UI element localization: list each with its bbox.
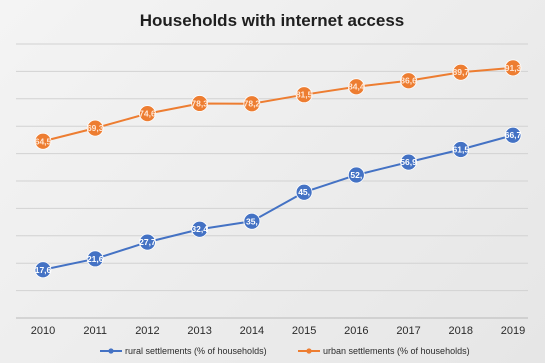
data-label: 21,6 bbox=[87, 254, 104, 264]
data-point[interactable] bbox=[243, 95, 261, 113]
data-label: 74,6 bbox=[139, 109, 156, 119]
data-point[interactable] bbox=[504, 126, 522, 144]
legend-marker bbox=[306, 348, 312, 354]
data-label: 78,2 bbox=[244, 99, 261, 109]
data-point[interactable] bbox=[347, 78, 365, 96]
data-label: 84,4 bbox=[348, 82, 365, 92]
x-tick-label-2015: 2015 bbox=[292, 325, 316, 337]
data-label: 89,7 bbox=[453, 67, 470, 77]
x-tick-label-2013: 2013 bbox=[187, 325, 211, 337]
x-tick-label-2016: 2016 bbox=[344, 325, 368, 337]
data-point[interactable] bbox=[86, 119, 104, 137]
series-group: 17,621,627,732,435,45,52,56,961,566,764,… bbox=[34, 59, 522, 279]
data-label: 56,9 bbox=[400, 157, 417, 167]
data-label: 81,5 bbox=[296, 90, 313, 100]
x-tick-label-2011: 2011 bbox=[83, 325, 107, 337]
x-tick-label-2018: 2018 bbox=[449, 325, 473, 337]
x-axis: 2010 2011 2012 2013 2014 2015 2016 2017 2018 2019 bbox=[31, 325, 525, 337]
data-point[interactable] bbox=[139, 233, 156, 251]
data-label: 52, bbox=[350, 170, 362, 180]
data-label: 66,7 bbox=[505, 130, 522, 140]
data-point[interactable] bbox=[86, 250, 104, 268]
x-tick-label-2010: 2010 bbox=[31, 325, 55, 337]
series-urban: 64,5 69,3 74,6 78,3 78,2 81,5 84,4 86,6 89,7 91,3 bbox=[34, 59, 522, 150]
data-point[interactable] bbox=[295, 86, 313, 104]
data-point[interactable] bbox=[347, 166, 365, 184]
data-label: 35, bbox=[246, 216, 258, 226]
chart-title: Households with internet access bbox=[140, 11, 405, 30]
data-label: 17,6 bbox=[35, 265, 52, 275]
legend: rural settlements (% of households) urban… bbox=[100, 346, 470, 356]
data-point[interactable] bbox=[34, 261, 52, 279]
data-label: 27,7 bbox=[139, 237, 156, 247]
legend-item-urban: urban settlements (% of households) bbox=[298, 346, 470, 356]
data-label: 69,3 bbox=[87, 123, 104, 133]
data-label: 64,5 bbox=[35, 136, 52, 146]
legend-label: rural settlements (% of households) bbox=[125, 346, 267, 356]
data-point[interactable] bbox=[191, 95, 209, 112]
data-label: 32,4 bbox=[191, 224, 208, 234]
series-line bbox=[42, 66, 514, 143]
x-tick-label-2014: 2014 bbox=[240, 325, 264, 337]
x-tick-label-2019: 2019 bbox=[501, 325, 525, 337]
data-point[interactable] bbox=[452, 63, 470, 81]
x-tick-label-2012: 2012 bbox=[135, 325, 159, 337]
data-point[interactable] bbox=[400, 153, 417, 171]
data-point[interactable] bbox=[191, 220, 209, 238]
data-label: 91,3 bbox=[505, 63, 522, 73]
legend-label: urban settlements (% of households) bbox=[323, 346, 470, 356]
legend-item-rural: rural settlements (% of households) bbox=[100, 346, 267, 356]
data-point[interactable] bbox=[139, 105, 156, 122]
series-rural: 17,6 21,6 27,7 32,4 35, 45, 52, 56,9 61,5 66,7 bbox=[34, 126, 522, 279]
data-point[interactable] bbox=[400, 72, 417, 90]
data-point[interactable] bbox=[243, 212, 261, 230]
data-point[interactable] bbox=[34, 132, 52, 150]
gridlines bbox=[16, 43, 528, 319]
x-tick-label-2017: 2017 bbox=[396, 325, 420, 337]
series-line bbox=[42, 134, 514, 271]
data-point[interactable] bbox=[452, 141, 470, 158]
data-label: 45, bbox=[298, 187, 310, 197]
data-label: 86,6 bbox=[400, 76, 417, 86]
legend-marker bbox=[108, 348, 114, 354]
data-label: 78,3 bbox=[191, 98, 208, 108]
data-point[interactable] bbox=[504, 59, 522, 77]
data-label: 61,5 bbox=[453, 144, 470, 154]
data-point[interactable] bbox=[295, 183, 313, 201]
